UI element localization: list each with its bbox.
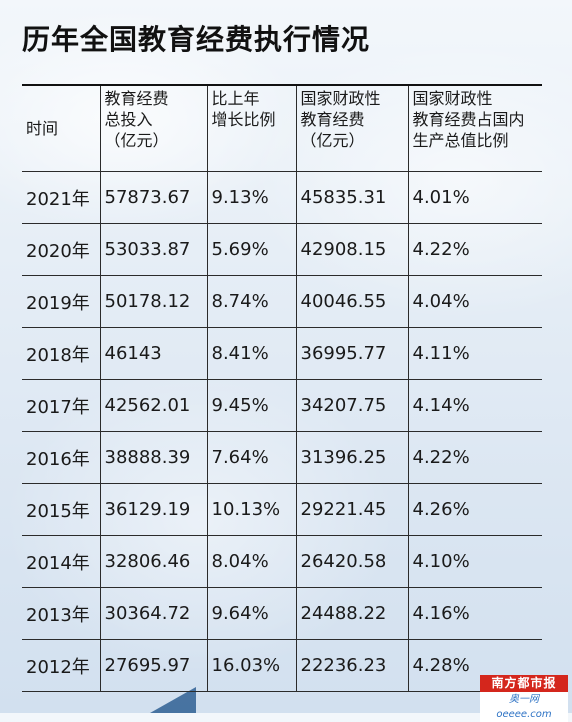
cell-gdp-share: 4.14% [408,379,542,432]
cell-fiscal-funds: 36995.77 [296,327,409,380]
cell-total-investment: 42562.01 [100,379,208,432]
header-line: 教育经费 [104,89,169,108]
cell-year: 2014年 [22,535,101,588]
cell-year: 2013年 [22,587,101,640]
cell-year: 2020年 [22,223,101,276]
cell-gdp-share: 4.01% [408,171,542,224]
table-row: 2014年 32806.46 8.04% 26420.58 4.10% [22,535,542,588]
table-row: 2020年 53033.87 5.69% 42908.15 4.22% [22,223,542,276]
cell-gdp-share: 4.10% [408,535,542,588]
cell-total-investment: 50178.12 [100,275,208,328]
header-time: 时间 [22,86,101,172]
cell-fiscal-funds: 24488.22 [296,587,409,640]
table-row: 2021年 57873.67 9.13% 45835.31 4.01% [22,171,542,224]
cell-fiscal-funds: 45835.31 [296,171,409,224]
cell-year: 2019年 [22,275,101,328]
table-header-row: 时间 教育经费 总投入 （亿元） 比上年 增长比例 国家财政性 教育经费 （亿元… [22,86,542,172]
data-table: 时间 教育经费 总投入 （亿元） 比上年 增长比例 国家财政性 教育经费 （亿元… [22,86,542,692]
cell-total-investment: 53033.87 [100,223,208,276]
cell-fiscal-funds: 29221.45 [296,483,409,536]
cell-gdp-share: 4.16% [408,587,542,640]
cell-growth-rate: 9.13% [207,171,297,224]
header-fiscal-funds: 国家财政性 教育经费 （亿元） [296,86,409,172]
header-line: 比上年 [211,89,260,108]
cell-total-investment: 57873.67 [100,171,208,224]
cell-fiscal-funds: 31396.25 [296,431,409,484]
cell-gdp-share: 4.26% [408,483,542,536]
header-line: 国家财政性 [412,89,493,108]
watermark-site: 奥一网 oeeee.com [480,692,568,722]
cell-gdp-share: 4.11% [408,327,542,380]
table-row: 2012年 27695.97 16.03% 22236.23 4.28% [22,639,542,692]
cell-year: 2017年 [22,379,101,432]
table-row: 2016年 38888.39 7.64% 31396.25 4.22% [22,431,542,484]
cell-total-investment: 32806.46 [100,535,208,588]
title-rule [22,84,542,86]
header-line: 教育经费占国内 [412,110,525,129]
cell-growth-rate: 10.13% [207,483,297,536]
table-row: 2017年 42562.01 9.45% 34207.75 4.14% [22,379,542,432]
cell-total-investment: 46143 [100,327,208,380]
page-title: 历年全国教育经费执行情况 [22,23,371,56]
cell-fiscal-funds: 42908.15 [296,223,409,276]
cell-growth-rate: 5.69% [207,223,297,276]
cell-fiscal-funds: 26420.58 [296,535,409,588]
cell-growth-rate: 7.64% [207,431,297,484]
table-row: 2015年 36129.19 10.13% 29221.45 4.26% [22,483,542,536]
cell-year: 2021年 [22,171,101,224]
cell-gdp-share: 4.22% [408,431,542,484]
cell-growth-rate: 16.03% [207,639,297,692]
header-line: 国家财政性 [300,89,381,108]
cell-total-investment: 30364.72 [100,587,208,640]
cell-gdp-share: 4.28% [408,639,542,692]
cell-growth-rate: 9.45% [207,379,297,432]
cell-fiscal-funds: 40046.55 [296,275,409,328]
table-row: 2013年 30364.72 9.64% 24488.22 4.16% [22,587,542,640]
cell-total-investment: 36129.19 [100,483,208,536]
cell-fiscal-funds: 22236.23 [296,639,409,692]
cell-growth-rate: 8.74% [207,275,297,328]
cell-growth-rate: 9.64% [207,587,297,640]
cell-year: 2015年 [22,483,101,536]
header-total-investment: 教育经费 总投入 （亿元） [100,86,208,172]
cell-fiscal-funds: 34207.75 [296,379,409,432]
header-line: 教育经费 [300,110,365,129]
cell-year: 2018年 [22,327,101,380]
cell-year: 2012年 [22,639,101,692]
cell-gdp-share: 4.04% [408,275,542,328]
table-row: 2018年 46143 8.41% 36995.77 4.11% [22,327,542,380]
cell-growth-rate: 8.04% [207,535,297,588]
cell-year: 2016年 [22,431,101,484]
header-line: （亿元） [104,131,169,150]
cell-growth-rate: 8.41% [207,327,297,380]
header-line: （亿元） [300,131,365,150]
header-line: 生产总值比例 [412,131,509,150]
cell-gdp-share: 4.22% [408,223,542,276]
header-line: 总投入 [104,110,153,129]
cell-total-investment: 38888.39 [100,431,208,484]
header-line: 时间 [26,119,59,138]
header-growth-rate: 比上年 增长比例 [207,86,297,172]
header-line: 增长比例 [211,110,276,129]
header-gdp-share: 国家财政性 教育经费占国内 生产总值比例 [408,86,542,172]
table-row: 2019年 50178.12 8.74% 40046.55 4.04% [22,275,542,328]
cell-total-investment: 27695.97 [100,639,208,692]
